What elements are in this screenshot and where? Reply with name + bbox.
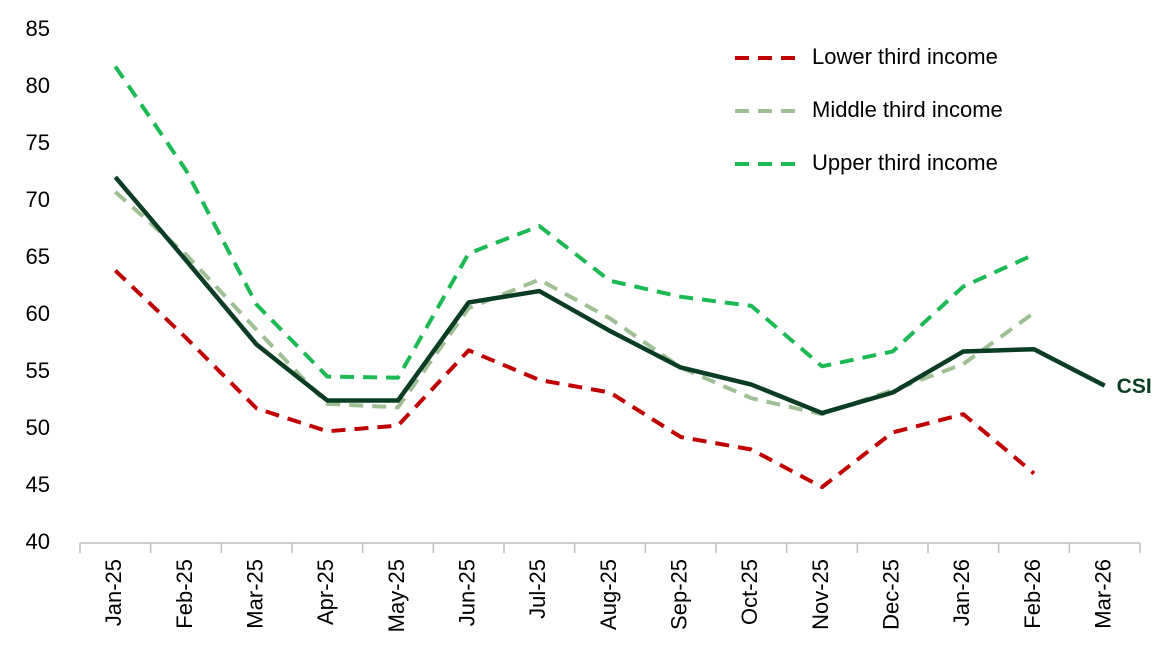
y-tick-label: 55 xyxy=(26,358,50,383)
x-tick-label: Feb-25 xyxy=(172,559,197,629)
x-tick-label: Aug-25 xyxy=(596,559,621,630)
x-tick-label: Jan-25 xyxy=(101,559,126,626)
y-tick-label: 50 xyxy=(26,415,50,440)
x-tick-label: Oct-25 xyxy=(737,559,762,625)
y-tick-label: 40 xyxy=(26,529,50,554)
y-tick-label: 75 xyxy=(26,130,50,155)
series-line xyxy=(113,269,1036,490)
y-tick-label: 80 xyxy=(26,73,50,98)
x-tick-label: Apr-25 xyxy=(313,559,338,625)
y-tick-label: 85 xyxy=(26,16,50,41)
x-tick-label: Mar-25 xyxy=(242,559,267,629)
y-tick-label: 45 xyxy=(26,472,50,497)
legend-label: Middle third income xyxy=(812,97,1003,122)
x-tick-label: Sep-25 xyxy=(666,559,691,630)
legend-label: Upper third income xyxy=(812,150,998,175)
y-tick-label: 65 xyxy=(26,244,50,269)
x-tick-label: May-25 xyxy=(384,559,409,632)
x-tick-label: Mar-26 xyxy=(1090,559,1115,629)
end-label: CSI xyxy=(1117,375,1152,398)
x-tick-label: Jul-25 xyxy=(525,559,550,619)
y-tick-label: 70 xyxy=(26,187,50,212)
legend-label: Lower third income xyxy=(812,44,998,69)
x-tick-label: Jun-25 xyxy=(454,559,479,626)
series-line xyxy=(114,190,1036,417)
x-tick-label: Feb-26 xyxy=(1020,559,1045,629)
x-tick-label: Jan-26 xyxy=(949,559,974,626)
y-tick-label: 60 xyxy=(26,301,50,326)
x-tick-label: Nov-25 xyxy=(808,559,833,630)
x-tick-label: Dec-25 xyxy=(878,559,903,630)
series-line xyxy=(113,175,1106,416)
